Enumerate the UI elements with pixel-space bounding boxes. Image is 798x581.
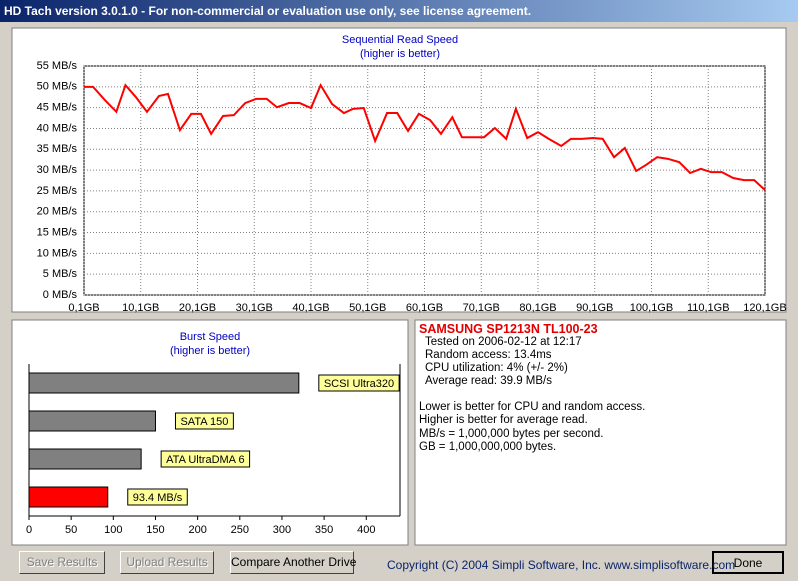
x-tick-label: 50 [65,524,77,536]
bar-label-box [318,374,400,392]
x-tick-label: 80,1GB [519,302,556,314]
done-button[interactable]: Done [712,551,784,574]
bar-label: ATA UltraDMA 6 [166,454,244,466]
x-tick-label: 90,1GB [576,302,613,314]
x-tick-label: 50,1GB [349,302,386,314]
y-tick-label: 35 MB/s [37,143,78,155]
x-tick-label: 350 [315,524,333,536]
y-tick-label: 0 MB/s [43,289,78,301]
x-tick-label: 400 [357,524,375,536]
y-tick-label: 10 MB/s [37,247,78,259]
x-tick-label: 30,1GB [236,302,273,314]
bar-label-box [127,488,188,506]
x-tick-label: 250 [231,524,249,536]
bar-label: 93.4 MB/s [133,492,183,504]
bar [28,410,156,432]
x-tick-label: 60,1GB [406,302,443,314]
y-tick-label: 30 MB/s [37,164,78,176]
bar-label-box [174,412,234,430]
x-tick-label: 120,1GB [743,302,786,314]
bar-label: SATA 150 [180,416,228,428]
note: Higher is better for average read. [419,414,588,426]
y-tick-label: 50 MB/s [37,81,78,93]
x-tick-label: 100 [104,524,122,536]
x-tick-label: 0 [26,524,32,536]
detail: Average read: 39.9 MB/s [425,375,552,387]
bar [28,448,142,470]
read-line [84,82,766,191]
chart-title: Burst Speed [180,331,241,343]
chart-title: Sequential Read Speed [342,34,458,46]
bar-label-box [160,450,251,468]
x-tick-label: 110,1GB [687,302,730,314]
bar [28,486,109,508]
x-tick-label: 10,1GB [122,302,159,314]
info-panel [414,319,787,546]
detail: CPU utilization: 4% (+/- 2%) [425,362,568,374]
y-tick-label: 20 MB/s [37,206,78,218]
y-tick-label: 25 MB/s [37,185,78,197]
detail: Random access: 13.4ms [425,349,552,361]
y-tick-label: 15 MB/s [37,226,78,238]
bar-label: SCSI Ultra320 [324,378,394,390]
save-button: Save Results [19,551,105,574]
x-tick-label: 70,1GB [463,302,500,314]
detail: Tested on 2006-02-12 at 12:17 [425,336,582,348]
x-tick-label: 200 [188,524,206,536]
compare-button[interactable]: Compare Another Drive [230,551,356,574]
y-tick-label: 45 MB/s [37,102,78,114]
x-tick-label: 40,1GB [292,302,329,314]
y-tick-label: 5 MB/s [43,268,78,280]
bar [28,372,300,394]
x-tick-label: 150 [146,524,164,536]
chart-subtitle: (higher is better) [360,48,440,60]
upload-button: Upload Results [120,551,214,574]
note: GB = 1,000,000,000 bytes. [419,441,557,453]
copyright: Copyright (C) 2004 Simpli Software, Inc.… [387,558,736,572]
chart-subtitle: (higher is better) [170,345,250,357]
y-tick-label: 55 MB/s [37,60,78,72]
x-tick-label: 0,1GB [68,302,99,314]
x-tick-label: 300 [273,524,291,536]
note: MB/s = 1,000,000 bytes per second. [419,428,604,440]
note: Lower is better for CPU and random acces… [419,401,646,413]
x-tick-label: 20,1GB [179,302,216,314]
info: SAMSUNG SP1213N TL100-23 Tested on 2006-… [415,320,786,545]
y-tick-label: 40 MB/s [37,122,78,134]
x-tick-label: 100,1GB [630,302,673,314]
title-bar: HD Tach version 3.0.1.0 - For non-commer… [0,0,798,22]
drive-name: SAMSUNG SP1213N TL100-23 [419,322,598,336]
